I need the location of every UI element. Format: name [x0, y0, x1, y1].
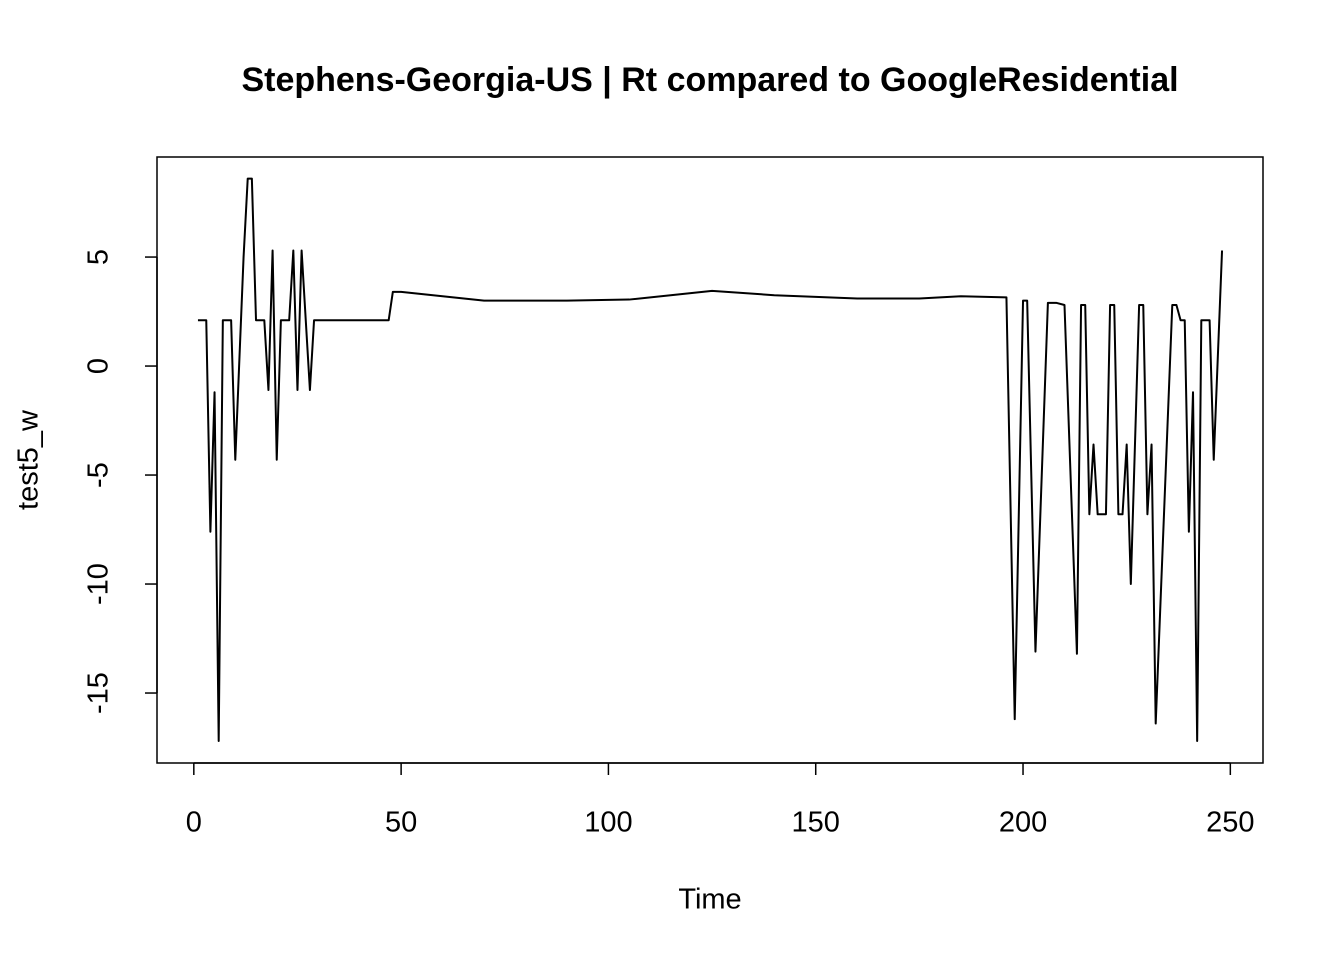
y-tick-label: 0 [83, 358, 115, 374]
chart-title: Stephens-Georgia-US | Rt compared to Goo… [241, 61, 1178, 99]
x-tick-label: 0 [186, 807, 202, 839]
x-tick-label: 100 [584, 807, 632, 839]
data-line [197, 177, 1224, 742]
y-axis-label: test5_w [13, 409, 45, 510]
y-tick-label: 5 [83, 249, 115, 265]
plot-box [156, 156, 1264, 764]
x-tick-label: 150 [792, 807, 840, 839]
y-tick-label: -10 [83, 563, 115, 605]
x-axis-label: Time [678, 884, 741, 916]
x-tick-label: 200 [999, 807, 1047, 839]
x-tick-label: 50 [385, 807, 417, 839]
y-tick-label: -15 [83, 672, 115, 714]
y-tick-label: -5 [83, 462, 115, 488]
x-tick-label: 250 [1206, 807, 1254, 839]
